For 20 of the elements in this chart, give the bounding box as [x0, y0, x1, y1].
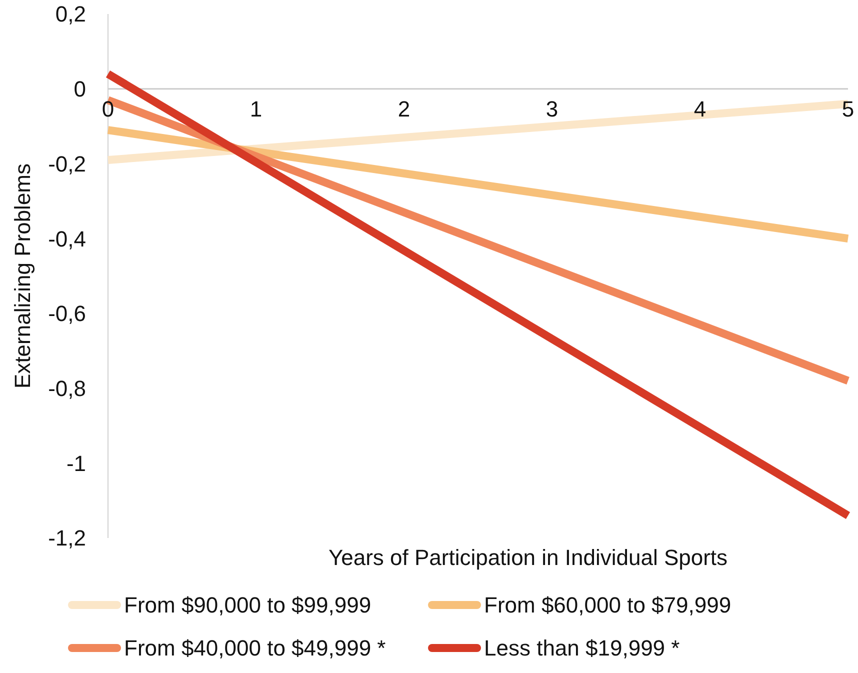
- y-tick-label: -1,2: [48, 526, 86, 551]
- x-tick-label: 1: [250, 96, 262, 122]
- y-tick-label: -0,8: [48, 376, 86, 401]
- legend-label: Less than $19,999 *: [484, 636, 680, 661]
- legend-label: From $90,000 to $99,999: [124, 592, 372, 618]
- x-axis-title: Years of Participation in Individual Sports: [328, 545, 728, 570]
- y-tick-label: 0: [74, 76, 86, 102]
- legend-label: From $60,000 to $79,999: [484, 592, 732, 618]
- y-tick-label: -1: [66, 450, 86, 476]
- y-tick-label: -0,4: [48, 226, 86, 252]
- x-tick-label: 2: [398, 96, 410, 122]
- y-tick-label: -0,6: [48, 301, 86, 326]
- legend-label: From $40,000 to $49,999 *: [124, 636, 386, 661]
- y-axis-title: Externalizing Problems: [10, 164, 35, 388]
- x-tick-label: 0: [102, 96, 114, 122]
- x-tick-label: 3: [546, 96, 558, 122]
- y-tick-label: -0,2: [48, 151, 86, 176]
- x-tick-label: 4: [694, 96, 706, 122]
- x-tick-label: 5: [842, 96, 854, 122]
- y-tick-label: 0,2: [55, 2, 86, 27]
